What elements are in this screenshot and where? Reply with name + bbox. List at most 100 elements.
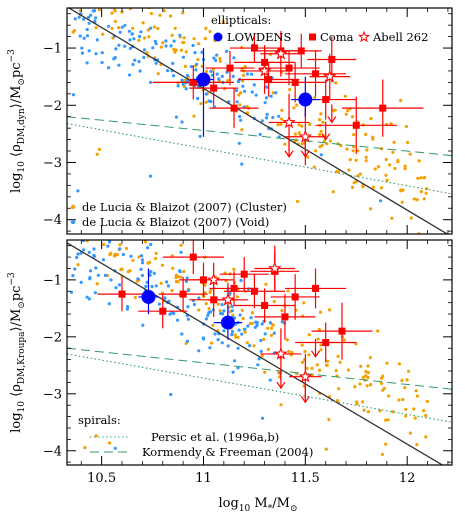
void-sim-point bbox=[92, 9, 97, 13]
void-sim-point bbox=[269, 94, 273, 98]
cluster-sim-point bbox=[95, 282, 99, 286]
outlier-sim-point bbox=[336, 170, 340, 174]
cluster-sim-point bbox=[266, 326, 270, 330]
cluster-sim-point bbox=[361, 185, 365, 189]
cluster-sim-point bbox=[208, 290, 212, 294]
cluster-sim-point bbox=[399, 188, 403, 192]
upper-limit-arrow bbox=[276, 381, 286, 390]
void-sim-point bbox=[217, 77, 221, 81]
cluster-sim-point bbox=[358, 382, 362, 386]
outlier-sim-point bbox=[324, 447, 328, 451]
void-sim-point bbox=[87, 21, 91, 25]
void-sim-point bbox=[154, 284, 158, 288]
cluster-sim-point bbox=[240, 308, 244, 312]
void-sim-point bbox=[204, 92, 208, 96]
abell262-marker bbox=[268, 261, 282, 275]
void-sim-point bbox=[117, 43, 121, 47]
void-sim-point bbox=[164, 39, 168, 43]
cluster-sim-point bbox=[182, 269, 186, 274]
dotted-relation-line bbox=[67, 353, 452, 423]
cluster-sim-point bbox=[119, 236, 122, 239]
void-sim-point bbox=[76, 252, 80, 256]
void-sim-point bbox=[85, 27, 89, 32]
void-sim-point bbox=[133, 58, 137, 62]
cluster-sim-point bbox=[403, 386, 407, 390]
cluster-sim-point bbox=[419, 176, 423, 180]
cluster-sim-point bbox=[146, 28, 150, 32]
cluster-sim-point bbox=[113, 19, 117, 24]
void-sim-point bbox=[92, 247, 96, 251]
legend-title: ellipticals: bbox=[211, 13, 271, 27]
abell262-marker bbox=[206, 272, 221, 286]
cluster-sim-point bbox=[414, 389, 418, 393]
cluster-sim-point bbox=[169, 14, 173, 18]
void-sim-point bbox=[209, 310, 213, 314]
void-sim-point bbox=[140, 258, 144, 262]
void-sim-point bbox=[239, 278, 243, 283]
outlier-sim-point bbox=[240, 162, 244, 166]
cluster-sim-point bbox=[325, 363, 329, 367]
cluster-sim-point bbox=[379, 381, 384, 385]
void-sim-point bbox=[113, 56, 117, 60]
cluster-sim-point bbox=[158, 13, 162, 17]
cluster-sim-point bbox=[280, 309, 284, 313]
void-sim-point bbox=[148, 80, 153, 84]
cluster-sim-point bbox=[221, 20, 225, 24]
void-sim-point bbox=[149, 270, 153, 274]
panel-frame bbox=[66, 239, 453, 466]
cluster-sim-point bbox=[361, 375, 365, 379]
dashed-relation-line bbox=[67, 347, 452, 390]
cluster-sim-point bbox=[204, 302, 208, 306]
void-sim-point bbox=[248, 344, 252, 348]
y-tick-label: −4 bbox=[43, 213, 62, 228]
void-sim-point bbox=[243, 89, 247, 93]
void-sim-point bbox=[260, 119, 264, 123]
cluster-sim-point bbox=[425, 399, 429, 403]
cluster-sim-point bbox=[94, 26, 98, 30]
cluster-sim-point bbox=[280, 108, 284, 112]
void-sim-point bbox=[101, 258, 105, 262]
abell262-marker bbox=[298, 129, 313, 143]
void-sim-point bbox=[79, 251, 83, 255]
outlier-sim-point bbox=[268, 378, 272, 382]
cluster-sim-point bbox=[318, 368, 322, 372]
abell262-marker bbox=[221, 292, 235, 306]
cluster-sim-point bbox=[183, 64, 187, 68]
cluster-sim-point bbox=[327, 417, 331, 422]
coma-marker bbox=[189, 78, 197, 86]
ylabel-exponent: −3 bbox=[7, 272, 17, 286]
solid-relation-line bbox=[67, 242, 444, 465]
void-sim-point bbox=[214, 58, 218, 63]
cluster-sim-point bbox=[295, 103, 299, 107]
void-sim-point bbox=[259, 349, 263, 353]
cluster-sim-point bbox=[386, 418, 390, 422]
void-sim-point bbox=[233, 359, 237, 363]
cluster-sim-point bbox=[192, 37, 196, 41]
cluster-sim-point bbox=[326, 359, 330, 363]
outlier-sim-point bbox=[83, 446, 87, 450]
void-sim-point bbox=[174, 115, 178, 119]
void-sim-point bbox=[152, 271, 156, 275]
cluster-sim-point bbox=[351, 149, 355, 153]
cluster-sim-point bbox=[287, 349, 291, 354]
outlier-sim-point bbox=[319, 153, 323, 157]
cluster-sim-point bbox=[416, 176, 420, 180]
void-sim-point bbox=[95, 38, 99, 42]
void-sim-point bbox=[208, 346, 212, 350]
cluster-sim-point bbox=[364, 159, 368, 163]
cluster-sim-point bbox=[321, 120, 325, 124]
outlier-sim-point bbox=[331, 190, 335, 194]
cluster-sim-point bbox=[72, 29, 76, 33]
cluster-sim-point bbox=[371, 135, 375, 139]
void-sim-point bbox=[120, 25, 124, 29]
ylabel-rho-subscript: DM,Kroupa bbox=[17, 331, 27, 384]
void-sim-point bbox=[82, 36, 86, 40]
cluster-sim-point bbox=[307, 353, 311, 357]
void-sim-point bbox=[87, 15, 91, 19]
cluster-sim-point bbox=[204, 69, 209, 74]
void-sim-point bbox=[189, 65, 193, 69]
void-sim-point bbox=[225, 49, 229, 54]
lowdens-marker bbox=[298, 92, 313, 107]
dotted-relation-line bbox=[67, 123, 452, 195]
ylabel-solar-symbol: ⊙ bbox=[17, 301, 27, 309]
